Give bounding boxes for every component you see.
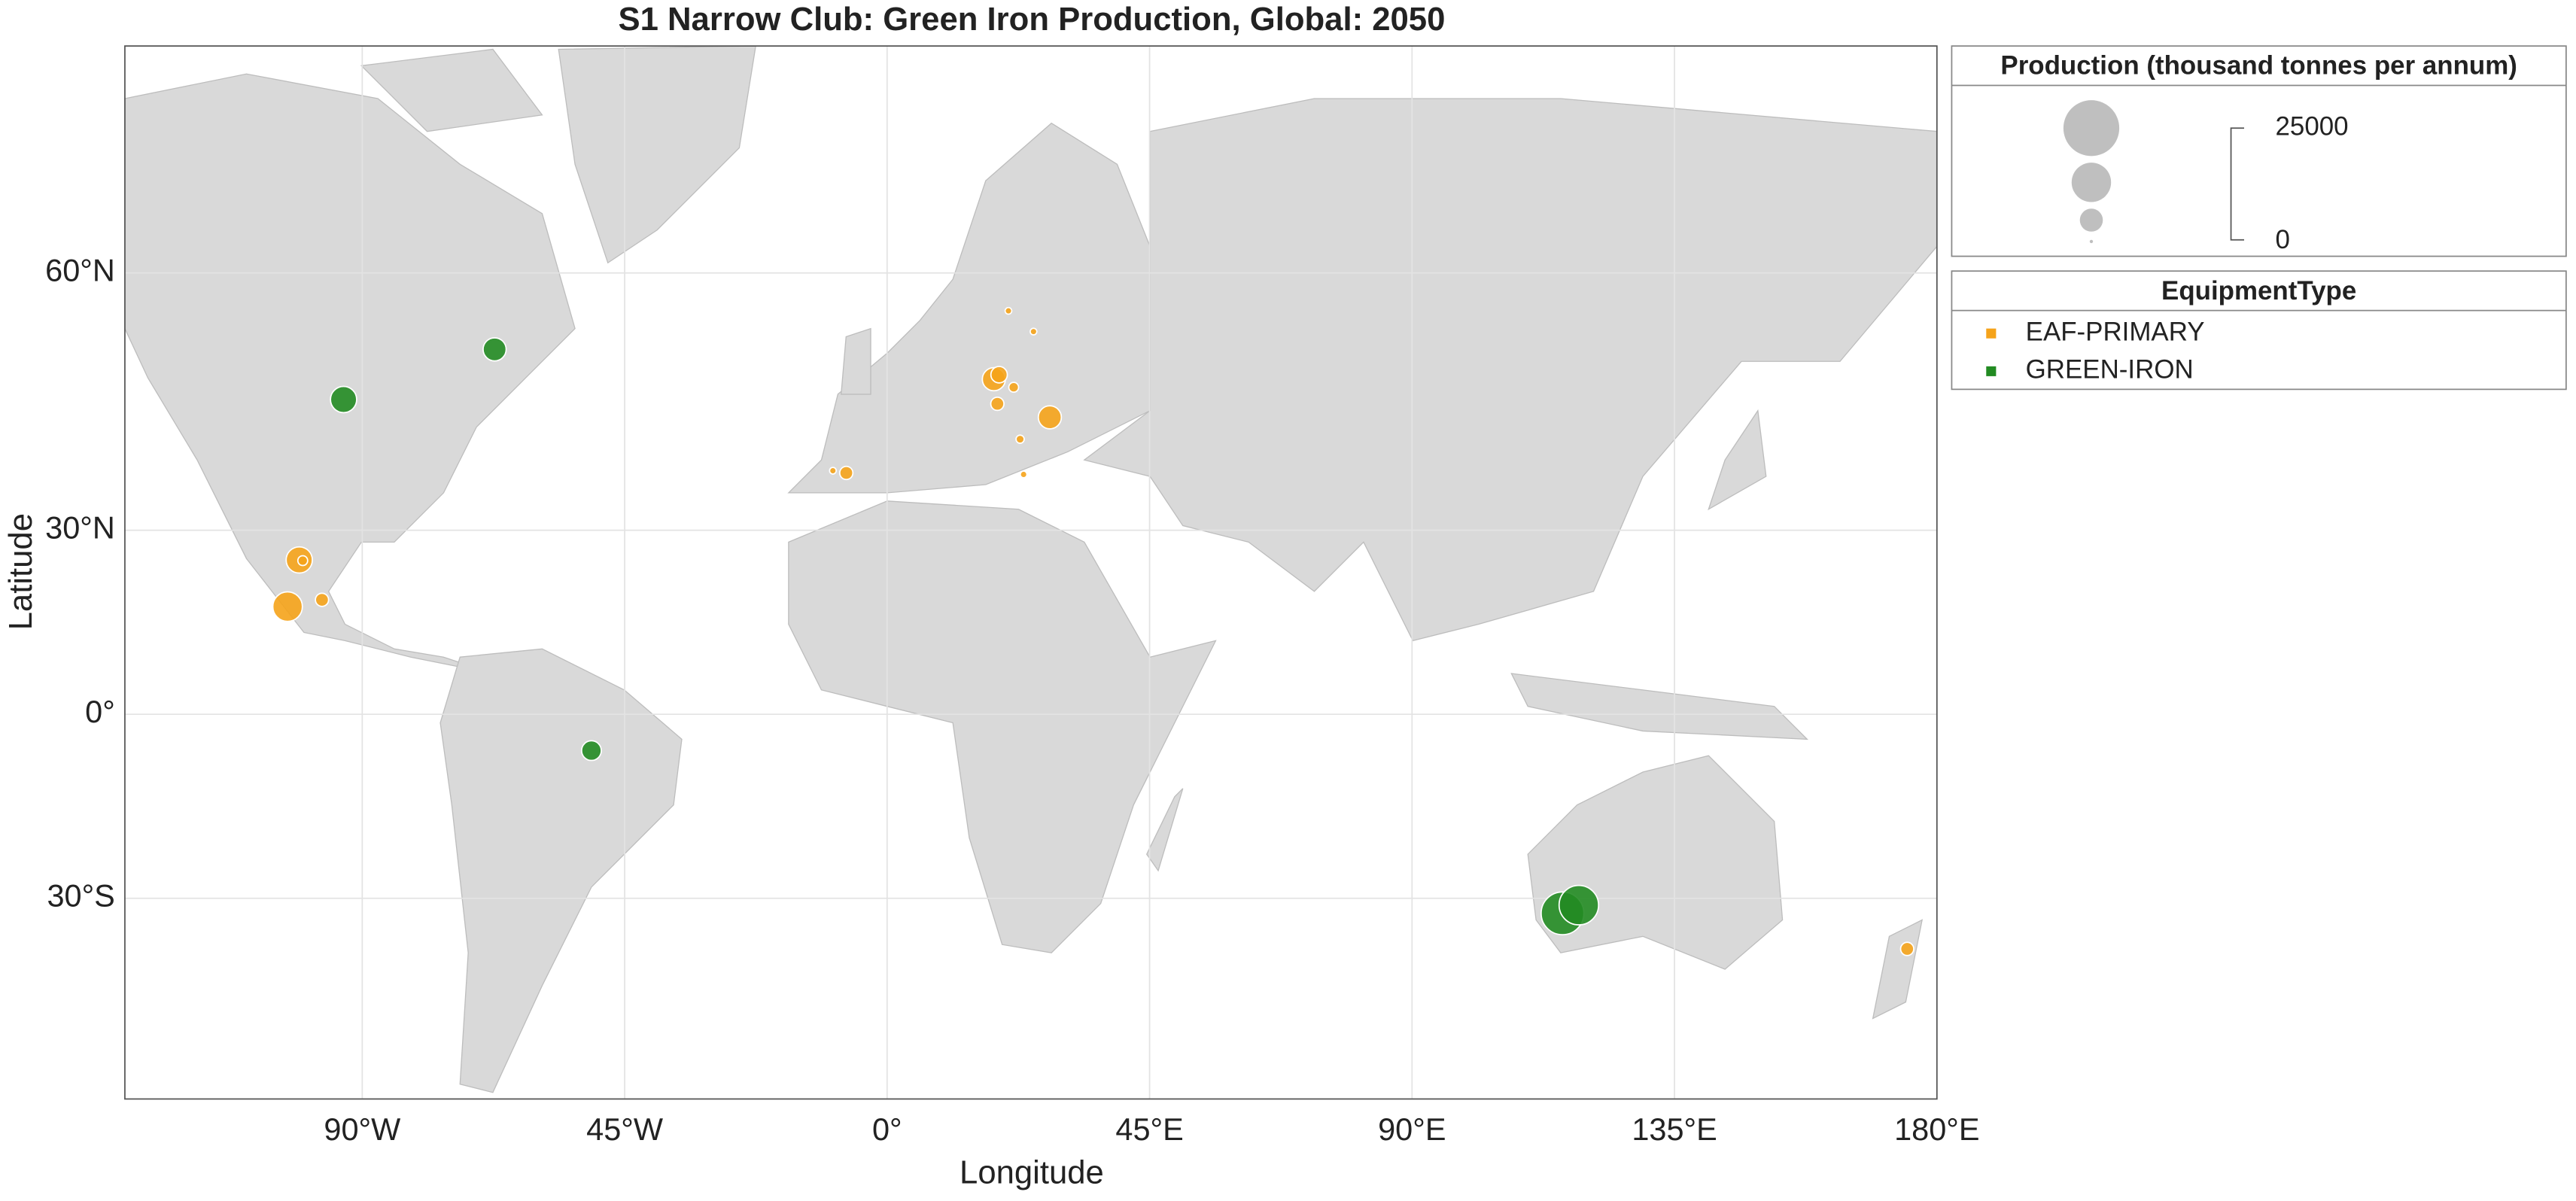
size-legend-max: 25000: [2275, 111, 2348, 141]
color-legend-title: EquipmentType: [2161, 276, 2356, 306]
land: [124, 45, 1938, 1093]
bubble: [1004, 306, 1013, 315]
x-tick-label: 180°E: [1894, 1111, 1979, 1147]
legend-swatch: [1986, 366, 1997, 376]
size-legend: Production (thousand tonnes per annum) 2…: [1951, 45, 2567, 257]
y-tick-label: 60°N: [45, 253, 115, 288]
x-tick-label: 90°W: [324, 1111, 400, 1147]
chart-title: S1 Narrow Club: Green Iron Production, G…: [619, 1, 1446, 38]
size-legend-box: [1951, 45, 2567, 257]
britain: [841, 327, 871, 395]
grid: [124, 46, 1938, 1099]
x-tick-label: 45°W: [586, 1111, 663, 1147]
bubble: [1558, 884, 1600, 926]
japan: [1708, 409, 1767, 511]
x-tick-label: 90°E: [1378, 1111, 1446, 1147]
legend-label: EAF-PRIMARY: [2026, 317, 2205, 346]
size-legend-bracket: [2230, 127, 2245, 241]
color-legend: EquipmentType EAF-PRIMARY GREEN-IRON: [1951, 270, 2567, 391]
size-legend-circle: [2071, 163, 2112, 202]
madagascar: [1146, 788, 1184, 872]
size-legend-min: 0: [2275, 225, 2289, 254]
size-legend-title: Production (thousand tonnes per annum): [2000, 51, 2517, 81]
bubble: [297, 555, 309, 567]
legend-swatch: [1986, 328, 1997, 339]
bubble: [1037, 405, 1063, 430]
indonesia: [1510, 673, 1808, 740]
bubble: [330, 385, 357, 414]
bubble: [990, 366, 1008, 384]
arctic-islands: [360, 48, 543, 132]
y-axis-label: Latitude: [2, 513, 39, 630]
bubble: [1899, 941, 1915, 956]
y-tick-label: 30°S: [47, 878, 114, 914]
x-tick-label: 45°E: [1115, 1111, 1183, 1147]
bubble: [1015, 434, 1025, 444]
bubble: [1029, 327, 1038, 336]
size-legend-circle: [2063, 100, 2120, 157]
plot-frame: [124, 45, 1938, 1100]
legend-label: GREEN-IRON: [2026, 355, 2194, 385]
bubble: [829, 467, 838, 475]
bubble: [580, 740, 602, 762]
y-tick-label: 30°N: [45, 510, 115, 546]
bubble: [838, 465, 854, 481]
bubble: [315, 592, 330, 607]
y-tick-label: 0°: [85, 694, 115, 729]
bubble: [272, 591, 303, 622]
bubble: [1019, 470, 1028, 479]
north-america: [124, 73, 576, 674]
africa: [788, 500, 1217, 953]
x-tick-label: 0°: [872, 1111, 902, 1147]
bubble: [482, 337, 507, 362]
x-axis-label: Longitude: [960, 1154, 1104, 1190]
bubble: [990, 397, 1005, 412]
x-tick-label: 135°E: [1632, 1111, 1717, 1147]
size-legend-circle: [2079, 208, 2103, 232]
color-legend-box: [1951, 270, 2567, 391]
size-legend-circle: [2089, 239, 2094, 244]
bubbles: [272, 306, 1915, 956]
bubble: [1008, 382, 1020, 394]
